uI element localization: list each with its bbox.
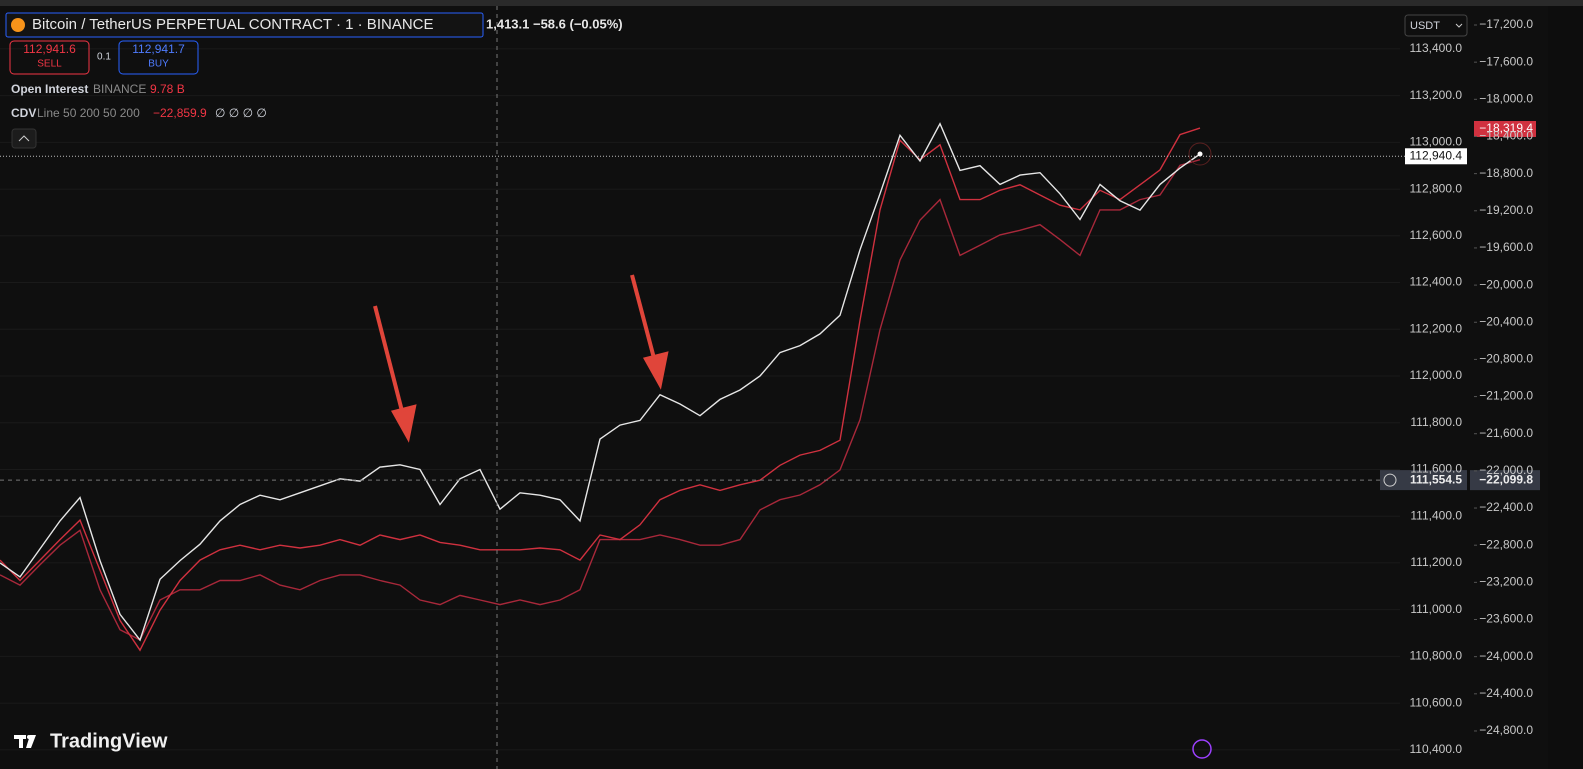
y2-tick-label: −24,800.0 xyxy=(1479,723,1533,737)
series-line xyxy=(0,122,1201,642)
price-label-bg xyxy=(1405,148,1467,165)
y2-tick-label: −22,000.0 xyxy=(1479,463,1533,477)
y2-tick-label: −21,200.0 xyxy=(1479,389,1533,403)
y-tick-label: 113,200.0 xyxy=(1410,88,1463,102)
y2-tick-label: −21,600.0 xyxy=(1479,426,1533,440)
last-point xyxy=(1197,151,1203,157)
y-tick-label: 112,000.0 xyxy=(1410,368,1463,382)
price-label: 112,940.4 xyxy=(1410,148,1463,162)
coin-icon xyxy=(11,18,25,32)
y2-tick-label: −19,600.0 xyxy=(1479,240,1533,254)
indicator-params: Line 50 200 50 200 xyxy=(37,106,140,120)
indicator-name[interactable]: Open Interest xyxy=(11,82,88,96)
y-tick-label: 110,400.0 xyxy=(1410,742,1463,756)
y2-tick-label: −22,800.0 xyxy=(1479,537,1533,551)
currency-select[interactable] xyxy=(1404,14,1468,37)
indicator-value: −22,859.9 xyxy=(153,106,207,120)
sell-label[interactable]: SELL xyxy=(37,59,62,70)
brand-logo xyxy=(14,735,36,748)
indicator-name[interactable]: CDV xyxy=(11,106,36,120)
y2-tick-label: −19,200.0 xyxy=(1479,203,1533,217)
collapse-button[interactable] xyxy=(11,128,37,149)
buy-button[interactable] xyxy=(118,40,199,75)
indicator-value: 9.78 B xyxy=(150,82,185,96)
sell-price[interactable]: 112,941.6 xyxy=(23,42,76,56)
y-tick-label: 112,600.0 xyxy=(1410,228,1463,242)
arrows xyxy=(373,274,669,443)
crosshair-label-bg xyxy=(1380,470,1467,491)
y2-tick-label: −18,800.0 xyxy=(1479,166,1533,180)
buy-label[interactable]: BUY xyxy=(148,59,169,70)
crosshair-label: 111,554.5 xyxy=(1410,472,1462,486)
y2-tick-label: −20,800.0 xyxy=(1479,352,1533,366)
brand: TradingView xyxy=(50,730,168,752)
y-tick-label: 111,600.0 xyxy=(1410,462,1462,476)
y2-tick-label: −20,400.0 xyxy=(1479,314,1533,328)
y2-tick-label: −23,600.0 xyxy=(1479,612,1533,626)
y-tick-label: 113,000.0 xyxy=(1410,135,1463,149)
flash-icon[interactable] xyxy=(1192,739,1212,759)
arrow-head xyxy=(642,351,669,390)
third-axis xyxy=(1548,6,1583,769)
cdv-label-bg xyxy=(1474,120,1536,137)
y-tick-label: 113,400.0 xyxy=(1410,41,1463,55)
logo-part xyxy=(26,735,36,748)
crosshair-y2-label: −22,099.8 xyxy=(1479,472,1533,486)
logo-part xyxy=(27,735,31,739)
y-tick-label: 112,400.0 xyxy=(1410,275,1463,289)
y2-tick-label: −22,400.0 xyxy=(1479,500,1533,514)
arrow xyxy=(630,274,657,363)
y2-tick-label: −17,600.0 xyxy=(1479,54,1533,68)
symbol-box[interactable] xyxy=(5,12,484,38)
crosshair-y2-label-bg xyxy=(1470,470,1540,491)
y2-tick-label: −18,400.0 xyxy=(1479,129,1533,143)
quantity: 0.1 xyxy=(97,52,111,63)
overlay: 112,940.4 111,554.5 −22,099.8 −18,319.4 xyxy=(0,120,1540,491)
buy-price[interactable]: 112,941.7 xyxy=(132,42,185,56)
y-tick-label: 110,800.0 xyxy=(1410,649,1463,663)
y2-tick-label: −20,000.0 xyxy=(1479,277,1533,291)
y-tick-label: 111,200.0 xyxy=(1410,555,1462,569)
indicator-params: BINANCE xyxy=(93,82,146,96)
y-tick-label: 110,600.0 xyxy=(1410,695,1463,709)
y-tick-label: 111,000.0 xyxy=(1410,602,1462,616)
last-point-halo xyxy=(1188,142,1212,166)
y-tick-label: 111,800.0 xyxy=(1410,415,1462,429)
arrow-head xyxy=(390,404,417,443)
top-border xyxy=(0,0,1583,6)
series-layer xyxy=(0,122,1212,652)
dropdown-icon xyxy=(1455,23,1463,28)
y-tick-label: 112,800.0 xyxy=(1410,181,1463,195)
y2-tick-label: −24,000.0 xyxy=(1479,649,1533,663)
y2-tick-label: −23,200.0 xyxy=(1479,575,1533,589)
arrow xyxy=(373,305,405,416)
y2-tick-label: −18,000.0 xyxy=(1479,91,1533,105)
series-line xyxy=(0,127,1201,652)
cdv-label: −18,319.4 xyxy=(1479,121,1533,135)
y-tick-label: 112,200.0 xyxy=(1410,321,1463,335)
currency[interactable]: USDT xyxy=(1410,20,1440,32)
y2-tick-label: −17,200.0 xyxy=(1479,17,1533,31)
series-line xyxy=(0,159,1201,641)
sell-button[interactable] xyxy=(9,40,90,75)
crosshair-add xyxy=(1383,473,1397,487)
indicator-extra: ∅ ∅ ∅ ∅ xyxy=(215,106,267,120)
y-tick-label: 111,400.0 xyxy=(1410,508,1462,522)
grid xyxy=(0,48,1400,751)
quote: 1,413.1 −58.6 (−0.05%) xyxy=(486,16,623,31)
y2-tick-label: −24,400.0 xyxy=(1479,686,1533,700)
logo-part xyxy=(19,735,23,748)
symbol-title[interactable]: Bitcoin / TetherUS PERPETUAL CONTRACT · … xyxy=(32,16,434,33)
collapse-icon xyxy=(18,135,30,142)
